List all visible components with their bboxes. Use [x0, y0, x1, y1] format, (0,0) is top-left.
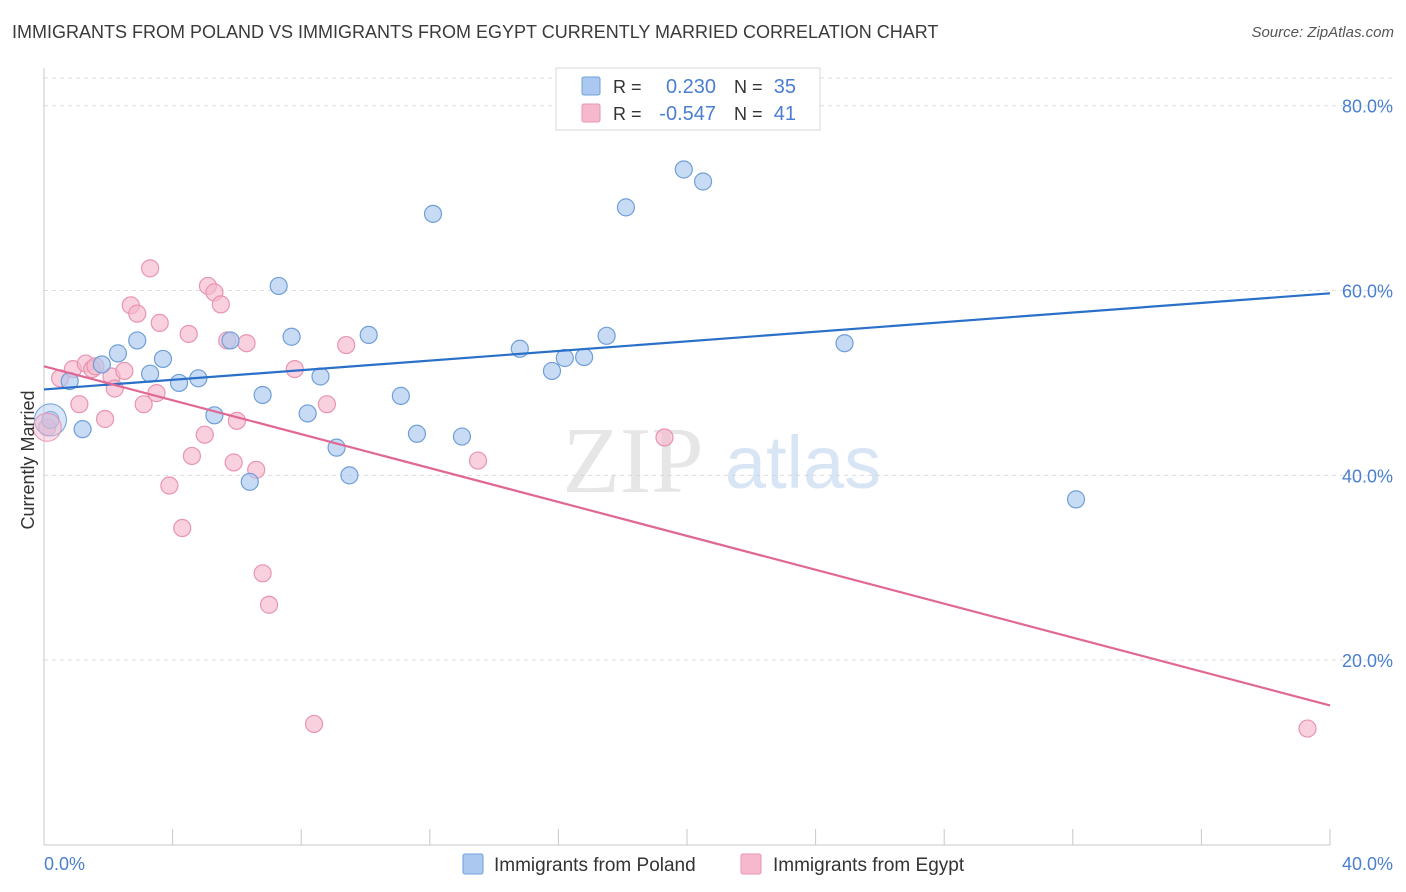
- poland-point: [674, 160, 693, 179]
- legend-label-egypt: Immigrants from Egypt: [773, 855, 965, 876]
- egypt-point: [182, 446, 201, 466]
- egypt-point: [317, 395, 337, 414]
- poland-point: [597, 326, 616, 345]
- egypt-point: [237, 334, 256, 353]
- poland-n-label: N =: [734, 77, 763, 97]
- egypt-point: [179, 324, 198, 344]
- egypt-point: [115, 361, 134, 381]
- poland-trend-line: [43, 292, 1331, 391]
- egypt-point-large: [32, 412, 62, 442]
- poland-point: [298, 404, 317, 423]
- legend-swatch-egypt: [740, 853, 762, 875]
- poland-point: [423, 204, 443, 223]
- egypt-point: [195, 425, 214, 444]
- egypt-point: [304, 714, 324, 734]
- poland-point: [92, 355, 111, 374]
- poland-point: [542, 361, 562, 381]
- egypt-trend-line: [43, 365, 1331, 707]
- legend-label-poland: Immigrants from Poland: [494, 855, 696, 876]
- y-tick-label: 80.0%: [1342, 97, 1393, 117]
- poland-n-value: 35: [774, 76, 796, 98]
- poland-point: [221, 331, 240, 350]
- poland-r-label: R =: [613, 77, 642, 97]
- poland-point: [1066, 490, 1086, 509]
- poland-stat-swatch: [581, 76, 601, 96]
- egypt-stat-swatch: [581, 103, 601, 123]
- egypt-point: [150, 313, 169, 332]
- poland-point: [391, 386, 410, 405]
- watermark: ZIP atlas: [563, 409, 882, 513]
- poland-point: [269, 276, 288, 296]
- poland-point: [140, 364, 160, 383]
- egypt-point: [147, 384, 166, 403]
- trend-lines: [43, 292, 1331, 707]
- egypt-point: [128, 304, 147, 323]
- poland-point: [452, 427, 472, 446]
- egypt-point: [160, 476, 179, 495]
- egypt-r-value: -0.547: [659, 103, 716, 125]
- egypt-point: [253, 564, 272, 583]
- poland-point: [153, 349, 173, 369]
- poland-point: [73, 420, 92, 439]
- axes: [43, 68, 1331, 846]
- poland-point: [407, 424, 427, 443]
- egypt-point: [140, 259, 160, 278]
- watermark-atlas: atlas: [725, 421, 881, 504]
- poland-point: [253, 385, 272, 405]
- gridlines: 20.0% 40.0% 60.0% 80.0%: [44, 77, 1393, 671]
- poland-point: [835, 334, 854, 353]
- egypt-n-label: N =: [734, 104, 763, 124]
- egypt-point: [1298, 719, 1317, 738]
- series-legend: Immigrants from Poland Immigrants from E…: [462, 853, 965, 876]
- egypt-point: [285, 359, 304, 379]
- poland-point: [128, 331, 147, 350]
- poland-point: [340, 466, 359, 485]
- y-tick-label: 60.0%: [1342, 282, 1393, 302]
- y-axis-label: Currently Married: [18, 390, 38, 529]
- y-tick-label: 40.0%: [1342, 466, 1393, 486]
- egypt-point: [224, 453, 243, 472]
- egypt-point: [259, 595, 279, 614]
- poland-point: [240, 472, 259, 491]
- data-points: [32, 160, 1317, 738]
- legend-swatch-poland: [462, 853, 484, 875]
- egypt-point: [173, 518, 192, 538]
- poland-point: [359, 325, 378, 344]
- chart-title: IMMIGRANTS FROM POLAND VS IMMIGRANTS FRO…: [12, 22, 939, 42]
- chart-source: Source: ZipAtlas.com: [1251, 24, 1394, 41]
- watermark-zip: ZIP: [563, 409, 704, 513]
- poland-point: [108, 344, 128, 363]
- egypt-point: [134, 395, 153, 414]
- egypt-n-value: 41: [774, 103, 796, 125]
- poland-point: [575, 347, 594, 367]
- poland-point: [616, 198, 636, 217]
- egypt-r-label: R =: [613, 104, 642, 124]
- egypt-point: [211, 295, 230, 314]
- stats-legend: R = 0.230 N = 35 R = -0.547 N = 41: [555, 67, 821, 131]
- poland-point: [169, 373, 189, 393]
- egypt-point: [70, 395, 89, 414]
- poland-point: [311, 367, 330, 386]
- poland-r-value: 0.230: [666, 76, 716, 98]
- poland-point: [555, 348, 574, 368]
- x-tick-label-start: 0.0%: [44, 854, 85, 874]
- egypt-point: [655, 428, 674, 447]
- poland-point: [282, 327, 301, 346]
- poland-point: [693, 172, 713, 191]
- egypt-point: [95, 409, 115, 429]
- poland-point-large: [33, 403, 67, 437]
- egypt-point: [337, 335, 356, 355]
- x-tick-label-end: 40.0%: [1342, 854, 1393, 874]
- y-tick-label: 20.0%: [1342, 651, 1393, 671]
- egypt-point: [468, 451, 488, 470]
